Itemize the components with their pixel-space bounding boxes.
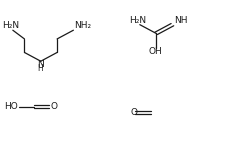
Text: O: O	[130, 108, 137, 117]
Text: NH₂: NH₂	[75, 21, 92, 30]
Text: NH: NH	[174, 16, 188, 25]
Text: H: H	[37, 64, 43, 73]
Text: N: N	[37, 60, 43, 69]
Text: H₂N: H₂N	[130, 16, 147, 25]
Text: OH: OH	[149, 47, 163, 56]
Text: HO: HO	[4, 102, 18, 111]
Text: H₂N: H₂N	[2, 21, 19, 30]
Text: O: O	[50, 102, 57, 111]
